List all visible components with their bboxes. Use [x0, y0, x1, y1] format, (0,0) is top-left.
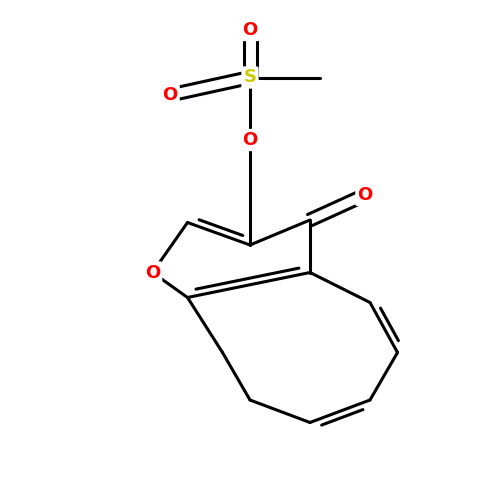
Text: O: O: [358, 186, 372, 204]
Text: O: O: [145, 264, 160, 281]
Text: O: O: [162, 86, 178, 104]
Text: O: O: [242, 131, 258, 149]
Text: S: S: [244, 68, 256, 86]
Text: O: O: [242, 21, 258, 39]
